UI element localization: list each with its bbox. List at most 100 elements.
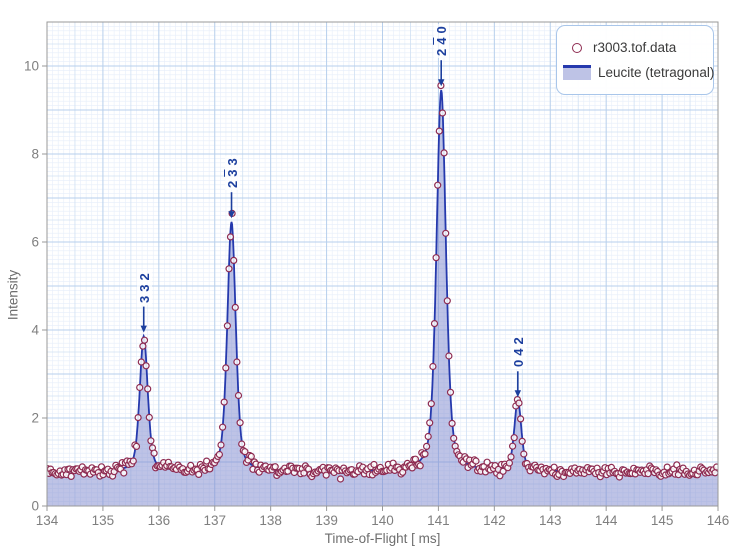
data-point [223,322,231,330]
data-point [195,470,203,478]
data-point [516,415,525,423]
data-point [322,471,330,479]
x-tick-label: 134 [36,513,59,528]
data-point [222,364,230,372]
data-point [150,449,158,457]
y-tick-label: 4 [31,323,39,338]
peak-arrowhead [438,79,445,87]
data-point [507,453,515,461]
data-point [427,400,435,408]
hkl-digit: 0 [434,26,450,34]
x-tick-label: 135 [92,513,115,528]
data-point [247,452,255,460]
data-point [434,181,442,189]
x-tick-label: 143 [539,513,562,528]
data-point [443,297,451,305]
legend-item-phase-fit[interactable]: Leucite (tetragonal) [563,60,714,85]
x-tick-label: 142 [483,513,506,528]
data-point [219,423,227,431]
data-point [429,362,437,371]
x-tick-label: 139 [315,513,338,528]
data-point [217,441,225,449]
data-point [550,463,558,471]
data-point [226,233,235,241]
data-point [203,457,211,465]
data-point [445,352,453,360]
hkl-digit: 0 [510,360,526,368]
hkl-digit: 2 [510,337,526,345]
data-point [423,442,431,450]
hkl-digit: 4 [510,348,526,357]
y-tick-label: 8 [31,147,39,162]
peak-arrowhead [140,325,147,333]
data-point [435,127,443,135]
x-axis-title: Time-of-Flight [ ms] [324,531,441,546]
data-point [430,320,439,328]
data-point [236,419,244,427]
data-point [132,442,141,450]
data-point [448,419,456,427]
x-tick-label: 146 [707,513,730,528]
annotation-arrows [140,60,522,398]
data-point [663,463,671,471]
data-point [505,459,513,467]
x-tick-label: 141 [427,513,450,528]
data-point [711,469,718,477]
data-point [120,469,128,477]
data-point [145,413,153,421]
data-point [450,434,458,442]
legend: r3003.tof.data Leucite (tetragonal) [556,25,714,95]
data-point [137,358,145,366]
data-point [139,342,147,350]
observed-data-points [47,81,718,483]
data-point [421,450,429,458]
data-point [446,388,455,396]
hkl-digit: 3 [224,158,240,166]
open-circle-marker-icon [572,42,582,53]
data-point [238,440,246,448]
hkl-digit: 3 [224,169,240,177]
x-tick-label: 137 [203,513,226,528]
data-point [215,450,223,459]
hkl-digit: 4 [434,37,450,45]
data-point [515,399,523,407]
y-tick-label: 2 [31,411,39,426]
area-swatch-icon [563,65,591,80]
legend-label-observed: r3003.tof.data [593,40,677,55]
hkl-digit: 3 [136,295,152,303]
hkl-digit: 2 [434,48,450,57]
hkl-digit: 2 [224,180,240,189]
data-point [231,303,239,311]
data-point [241,448,249,456]
data-point [230,256,238,264]
data-point [438,109,447,117]
legend-item-observed-data[interactable]: r3003.tof.data [565,35,705,60]
data-point [234,391,243,400]
data-point [510,434,518,442]
x-tick-label: 140 [371,513,394,528]
data-point [520,450,528,458]
data-point [134,414,142,422]
hkl-digit: 2 [136,272,152,281]
data-point [136,383,144,392]
data-point [713,463,718,471]
data-point [472,457,480,465]
axes: 134 135 136 137 138 139 140 141 142 143 144 145 146 0… [24,59,729,529]
data-point [508,442,517,450]
x-tick-label: 145 [651,513,674,528]
data-point [140,336,149,344]
y-tick-label: 0 [31,499,39,514]
data-point [440,149,448,157]
data-point [225,265,233,273]
y-tick-label: 10 [24,59,39,74]
data-point [144,385,152,393]
data-point [483,458,491,466]
x-tick-label: 138 [259,513,282,528]
peak-arrowhead [514,390,522,398]
data-point [424,432,432,441]
x-tick-label: 144 [595,513,618,528]
data-point [187,461,195,469]
x-tick-label: 136 [148,513,171,528]
y-tick-label: 6 [31,235,39,250]
